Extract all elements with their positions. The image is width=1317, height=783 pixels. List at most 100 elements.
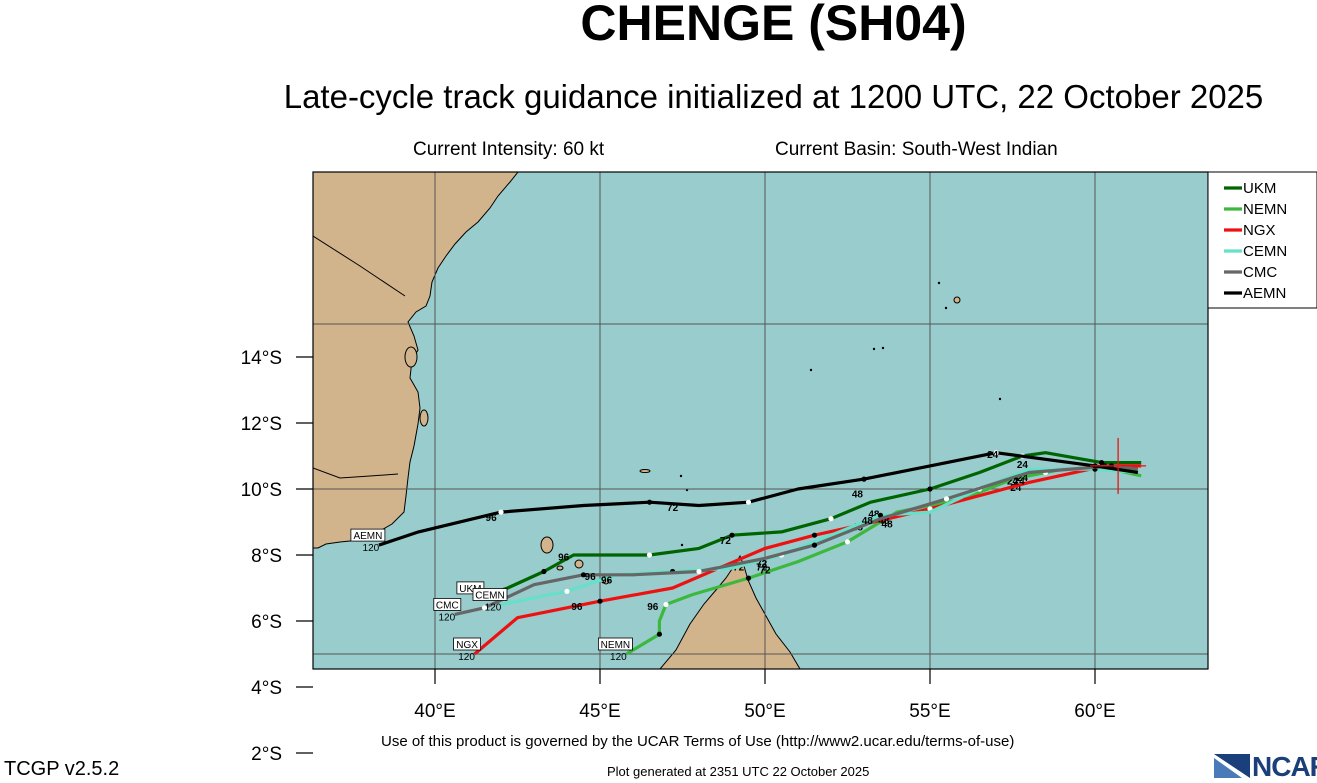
islet: [680, 543, 684, 547]
forecast-hour-label: 96: [486, 513, 498, 524]
current-position-marker: [1090, 437, 1147, 494]
forecast-hour-label: 24: [1014, 477, 1026, 488]
lat-tick-label: 4°S: [251, 678, 282, 699]
forecast-hour-label: 48: [882, 519, 894, 530]
model-end-hour-nemn: 120: [610, 652, 627, 663]
track-point-cemn: [564, 588, 570, 594]
track-point-ukm: [729, 532, 735, 538]
aldabra-island: [639, 469, 651, 473]
forecast-hour-label: 72: [720, 536, 732, 547]
lat-lon-grid: [313, 172, 1208, 669]
model-end-box-aemn: [350, 528, 386, 542]
islet: [944, 306, 948, 310]
track-point-aemn: [993, 450, 999, 456]
track-line-aemn: [378, 451, 1139, 547]
model-end-hour-aemn: 120: [363, 543, 380, 554]
legend-label-nemn: NEMN: [1243, 201, 1287, 218]
model-end-box-ngx: [453, 637, 482, 651]
forecast-hour-label: 48: [862, 516, 874, 527]
model-end-box-nemn: [598, 637, 633, 651]
model-end-hour-cemn: 120: [485, 603, 502, 614]
forecast-hour-label: 72: [756, 562, 768, 573]
model-end-label-cemn: CEMN: [475, 591, 504, 602]
islet: [937, 281, 941, 285]
forecast-hour-label: 24: [1007, 477, 1019, 488]
forecast-hour-label: 96: [647, 602, 659, 613]
lat-tick-label: 12°S: [241, 414, 282, 435]
model-end-hour-cmc: 120: [438, 612, 455, 623]
track-point-nemn: [656, 631, 663, 637]
lon-tick-label: 40°E: [414, 701, 455, 722]
track-point-nemn: [663, 601, 669, 608]
forecast-hour-label: 96: [558, 552, 570, 563]
lon-tick-label: 55°E: [909, 701, 950, 722]
islet: [872, 347, 876, 351]
country-border: [313, 467, 399, 479]
axis-ticks: 2°S 4°S 6°S 8°S 10°S 12°S 14°S 40°E 45°E 50°E 55°E…: [241, 348, 1116, 765]
map-subtitle: Late-cycle track guidance initialized at…: [283, 78, 1264, 115]
track-point-ukm: [646, 552, 653, 558]
lon-tick-label: 45°E: [579, 701, 620, 722]
track-point-cmc: [811, 542, 818, 548]
current-intensity: Current Intensity: 60 kt: [413, 139, 605, 160]
track-point-nemn: [844, 539, 851, 545]
anjouan-island: [574, 559, 584, 569]
ncar-logo-text: NCAR: [1252, 751, 1317, 782]
track-point-cmc: [943, 496, 950, 502]
forecast-hour-label: 48: [868, 510, 880, 521]
lat-tick-label: 14°S: [241, 348, 282, 369]
model-end-label-ukm: UKM: [459, 584, 481, 595]
forecast-tracks: 2448729624487296244872962448729624487296…: [378, 450, 1142, 656]
legend-box: [1207, 171, 1317, 309]
islet: [679, 474, 683, 478]
track-point-ukm: [927, 486, 933, 492]
legend-label-cmc: CMC: [1243, 264, 1277, 281]
forecast-hour-label: 72: [759, 566, 771, 577]
software-version: TCGP v2.5.2: [4, 758, 120, 780]
forecast-hour-label: 72: [667, 503, 679, 514]
model-end-hour-ngx: 120: [458, 652, 475, 663]
model-end-box-cemn: [472, 588, 508, 601]
forecast-hour-label: 24: [1017, 473, 1029, 484]
legend-label-ukm: UKM: [1243, 180, 1276, 197]
islet: [998, 397, 1002, 401]
track-point-ngx: [597, 598, 603, 604]
seychelles-island: [953, 296, 961, 304]
lon-tick-label: 50°E: [744, 701, 785, 722]
track-point-nemn: [745, 575, 752, 581]
track-point-ngx: [811, 532, 818, 538]
forecast-hour-label: 48: [878, 516, 890, 527]
model-end-label-aemn: AEMN: [353, 531, 382, 542]
forecast-hour-label: 24: [1017, 460, 1029, 471]
plot-frame: [312, 171, 1209, 670]
track-point-ukm: [1099, 460, 1105, 466]
legend-label-cemn: CEMN: [1243, 243, 1287, 260]
grande-comore-island: [540, 536, 554, 554]
model-end-label-nemn: NEMN: [601, 640, 630, 651]
lon-tick-label: 60°E: [1074, 701, 1115, 722]
lat-tick-label: 2°S: [251, 744, 282, 765]
country-border: [313, 235, 406, 297]
track-point-ukm: [541, 568, 547, 575]
track-point-cmc: [580, 572, 587, 578]
track-line-cmc: [454, 464, 1139, 616]
track-point-aemn: [498, 509, 504, 515]
lat-tick-label: 8°S: [251, 546, 282, 567]
forecast-hour-label: 24: [1010, 483, 1022, 494]
islet: [809, 368, 813, 372]
legend-label-aemn: AEMN: [1243, 285, 1286, 302]
track-point-cmc: [481, 605, 488, 611]
model-end-label-cmc: CMC: [436, 600, 459, 611]
islet: [881, 346, 885, 350]
plot-generated-time: Plot generated at 2351 UTC 22 October 20…: [607, 764, 870, 779]
ncar-logo: NCAR: [1212, 751, 1317, 782]
ncar-logo-icon: [1214, 754, 1250, 778]
current-basin: Current Basin: South-West Indian: [775, 139, 1058, 160]
track-line-ukm: [477, 451, 1142, 600]
moheli-island: [556, 565, 564, 571]
model-end-box-cmc: [433, 598, 462, 611]
forecast-hour-label: 96: [601, 576, 613, 587]
forecast-hour-label: 24: [987, 450, 999, 461]
